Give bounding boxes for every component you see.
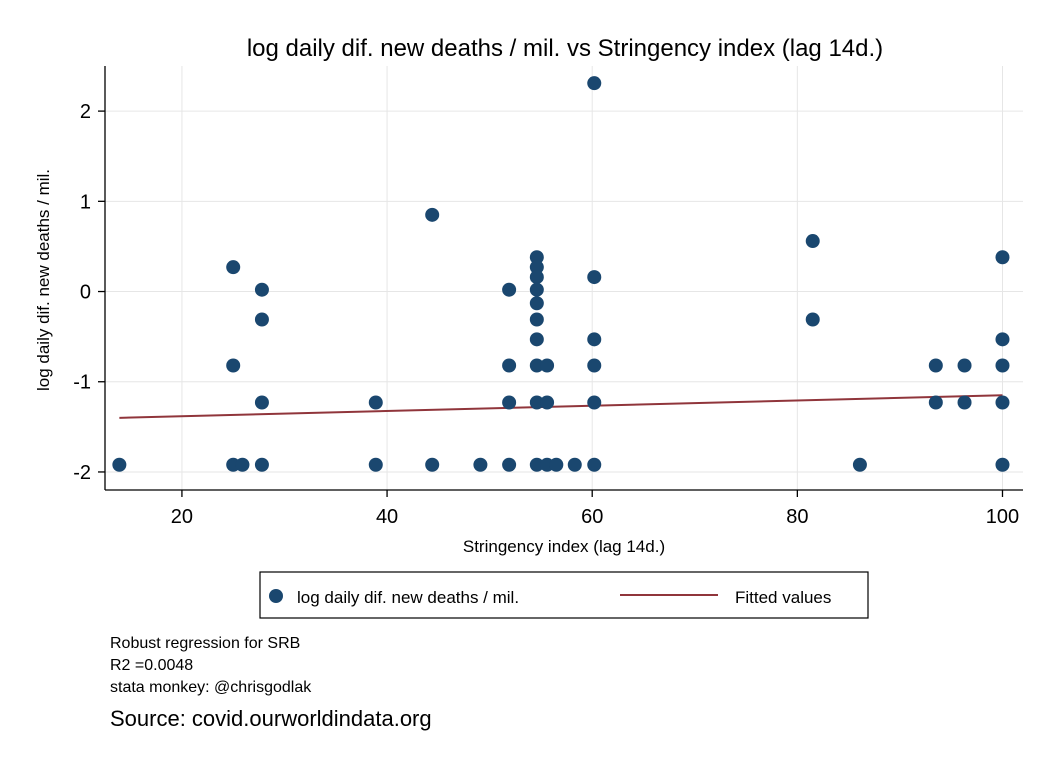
data-point <box>529 250 544 265</box>
data-point <box>995 358 1010 373</box>
legend-label-fitted: Fitted values <box>735 588 831 607</box>
data-point <box>425 207 440 222</box>
data-point <box>928 395 943 410</box>
chart-title: log daily dif. new deaths / mil. vs Stri… <box>247 35 883 62</box>
data-point <box>226 260 241 275</box>
y-tick-label: -2 <box>73 462 91 484</box>
x-tick-label: 20 <box>171 506 193 528</box>
data-point <box>368 457 383 472</box>
points-layer <box>112 76 1010 472</box>
data-point <box>529 260 544 275</box>
legend: log daily dif. new deaths / mil. Fitted … <box>259 571 869 619</box>
data-point <box>587 457 602 472</box>
fitted-line <box>119 394 1003 419</box>
data-point <box>567 457 582 472</box>
x-tick-label: 40 <box>376 506 398 528</box>
x-tick-label: 80 <box>786 506 808 528</box>
x-tick-label: 100 <box>986 506 1019 528</box>
data-point <box>549 457 564 472</box>
data-point <box>587 332 602 347</box>
data-point <box>957 395 972 410</box>
data-point <box>254 282 269 297</box>
data-point <box>425 457 440 472</box>
y-axis-title: log daily dif. new deaths / mil. <box>34 169 53 391</box>
x-tick-label: 60 <box>581 506 603 528</box>
legend-box <box>259 571 869 619</box>
data-point <box>529 270 544 285</box>
data-point <box>254 395 269 410</box>
y-tick-label: 2 <box>80 101 91 123</box>
grid <box>105 66 1023 490</box>
note-regression: Robust regression for SRB <box>110 635 301 652</box>
data-point <box>502 358 517 373</box>
data-point <box>540 395 555 410</box>
legend-label-points: log daily dif. new deaths / mil. <box>297 588 519 607</box>
source-text: Source: covid.ourworldindata.org <box>110 706 432 731</box>
data-point <box>928 358 943 373</box>
data-point <box>995 250 1010 265</box>
x-axis-title: Stringency index (lag 14d.) <box>463 537 665 556</box>
data-point <box>502 395 517 410</box>
data-point <box>529 312 544 327</box>
data-point <box>473 457 488 472</box>
data-point <box>587 270 602 285</box>
data-point <box>587 76 602 91</box>
ticks: 20 40 60 80 100 -2 -1 0 1 2 <box>73 101 1019 528</box>
data-point <box>587 395 602 410</box>
data-point <box>957 358 972 373</box>
data-point <box>529 332 544 347</box>
y-tick-label: -1 <box>73 372 91 394</box>
data-point <box>529 358 544 373</box>
data-point <box>805 312 820 327</box>
data-point <box>540 358 555 373</box>
data-point <box>852 457 867 472</box>
note-credit: stata monkey: @chrisgodlak <box>110 679 312 696</box>
data-point <box>502 282 517 297</box>
data-point <box>995 457 1010 472</box>
data-point <box>805 234 820 249</box>
data-point <box>254 457 269 472</box>
data-point <box>112 457 127 472</box>
data-point <box>502 457 517 472</box>
data-point <box>235 457 250 472</box>
note-r2: R2 =0.0048 <box>110 657 194 674</box>
data-point <box>254 312 269 327</box>
data-point <box>529 282 544 297</box>
data-point <box>529 457 544 472</box>
data-point <box>529 296 544 311</box>
data-point <box>368 395 383 410</box>
data-point <box>995 332 1010 347</box>
y-tick-label: 0 <box>80 282 91 304</box>
legend-marker-points <box>269 589 283 603</box>
data-point <box>995 395 1010 410</box>
data-point <box>529 395 544 410</box>
data-point <box>226 358 241 373</box>
axes <box>104 66 1023 491</box>
fitted-line-layer <box>119 394 1003 419</box>
data-point <box>587 358 602 373</box>
y-tick-label: 1 <box>80 191 91 213</box>
